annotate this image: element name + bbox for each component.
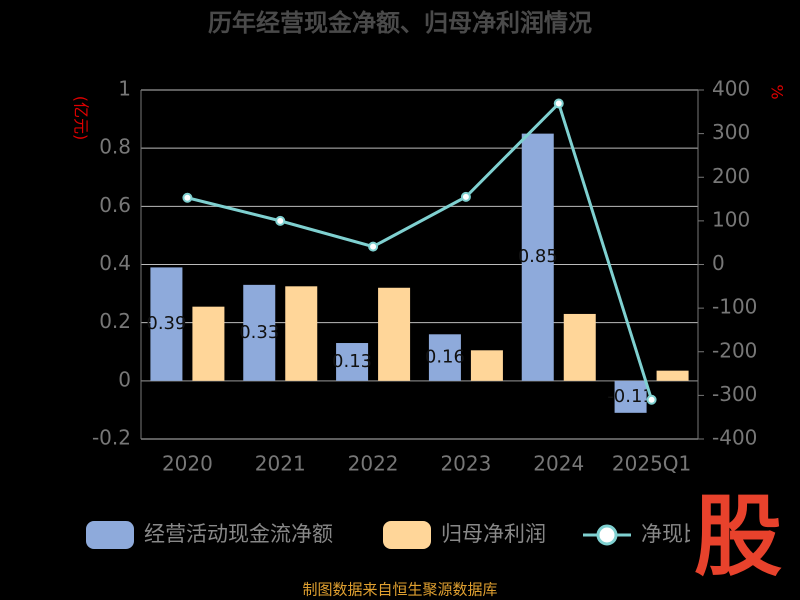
y-tick-label: -0.2 <box>92 426 131 450</box>
legend-swatch <box>383 521 431 549</box>
y2-tick-label: -400 <box>712 426 757 450</box>
line-marker <box>368 241 379 252</box>
y-tick-label: 0.4 <box>99 251 131 275</box>
legend-label: 经营活动现金流净额 <box>144 522 333 546</box>
data-label: -0.11 <box>607 386 654 407</box>
y2-axis-label: % <box>768 84 787 99</box>
legend-label: 归母净利润 <box>441 522 546 546</box>
line-marker <box>553 98 564 109</box>
legend-swatch <box>596 524 618 546</box>
y-tick-label: 1 <box>118 77 131 101</box>
bar <box>336 343 369 381</box>
y2-tick-label: 300 <box>712 120 750 144</box>
bar <box>614 380 647 413</box>
data-label: 0.85 <box>518 246 558 267</box>
source-note: 制图数据来自恒生聚源数据库 <box>302 581 497 599</box>
y-tick-label: 0.8 <box>99 135 131 159</box>
line <box>187 100 654 401</box>
legend-swatch <box>86 521 134 549</box>
bar <box>150 267 183 381</box>
y2-tick-label: -100 <box>712 295 757 319</box>
y2-tick-label: 200 <box>712 164 750 188</box>
data-label: 0.33 <box>239 322 279 343</box>
y-tick-label: 0.6 <box>99 193 131 217</box>
bar <box>243 284 276 381</box>
bar <box>428 334 461 381</box>
x-tick-label: 2025Q1 <box>612 452 691 476</box>
x-tick-label: 2024 <box>533 452 584 476</box>
data-label: 0.13 <box>332 351 372 372</box>
y2-tick-label: -200 <box>712 338 757 362</box>
bar <box>378 287 411 381</box>
x-tick-label: 2021 <box>255 452 306 476</box>
y2-tick-label: 100 <box>712 207 750 231</box>
x-tick-label: 2023 <box>440 452 491 476</box>
data-label: 0.39 <box>146 313 186 334</box>
bar <box>656 370 689 381</box>
bar <box>470 350 503 381</box>
bar <box>192 306 225 381</box>
bar <box>521 133 554 381</box>
line-marker <box>182 192 193 203</box>
y-tick-label: 0 <box>118 367 131 391</box>
chart-title: 历年经营现金净额、归母净利润情况 <box>208 9 592 37</box>
x-tick-label: 2022 <box>348 452 399 476</box>
logo: 股 <box>694 485 782 588</box>
line-marker <box>646 394 657 405</box>
y-tick-label: 0.2 <box>99 309 131 333</box>
y2-tick-label: -300 <box>712 382 757 406</box>
line-marker <box>460 191 471 202</box>
y-axis-label: (亿元) <box>72 96 91 141</box>
data-label: 0.16 <box>425 347 465 368</box>
bar <box>563 313 596 381</box>
y2-tick-label: 400 <box>712 77 750 101</box>
y2-tick-label: 0 <box>712 251 725 275</box>
logo-backdrop <box>690 498 800 588</box>
bar <box>285 286 318 381</box>
line-marker <box>275 215 286 226</box>
x-tick-label: 2020 <box>162 452 213 476</box>
